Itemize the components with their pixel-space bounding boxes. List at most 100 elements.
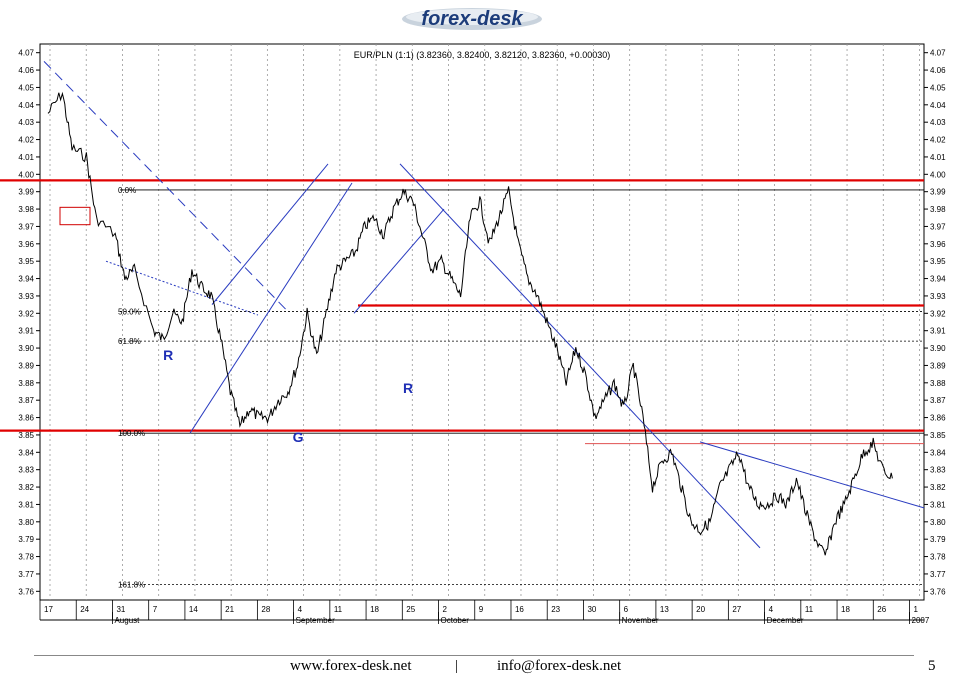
y-tick-label: 4.03 [930, 118, 946, 127]
y-tick-label: 3.79 [18, 535, 34, 544]
month-label: September [296, 616, 335, 625]
x-tick-label: 2 [443, 605, 448, 614]
y-tick-label: 3.88 [930, 379, 946, 388]
y-tick-label: 4.07 [18, 49, 34, 58]
trend-line [353, 208, 445, 314]
y-tick-label: 4.03 [18, 118, 34, 127]
y-tick-label: 3.95 [930, 257, 946, 266]
y-tick-label: 3.92 [930, 309, 946, 318]
y-tick-label: 4.02 [18, 136, 34, 145]
y-tick-label: 4.05 [930, 83, 946, 92]
y-tick-label: 3.96 [18, 240, 34, 249]
footer-website[interactable]: www.forex-desk.net [290, 658, 412, 674]
y-tick-label: 3.85 [930, 431, 946, 440]
y-tick-label: 3.97 [930, 222, 946, 231]
y-tick-label: 3.80 [18, 518, 34, 527]
x-tick-label: 18 [841, 605, 850, 614]
x-tick-label: 4 [769, 605, 774, 614]
y-tick-label: 3.91 [930, 327, 946, 336]
y-tick-label: 3.97 [18, 222, 34, 231]
x-tick-label: 1 [914, 605, 919, 614]
y-tick-label: 3.81 [930, 500, 946, 509]
y-tick-label: 3.77 [930, 570, 946, 579]
y-tick-label: 3.90 [930, 344, 946, 353]
y-tick-label: 4.04 [930, 101, 946, 110]
y-tick-label: 3.78 [18, 553, 34, 562]
y-tick-label: 3.93 [930, 292, 946, 301]
grid: 4.07 4.07 4.06 4.06 4.05 4.05 4.04 4.04 4.03 4.03… [18, 43, 946, 625]
month-label: August [114, 616, 140, 625]
x-tick-label: 26 [877, 605, 886, 614]
y-tick-label: 3.92 [18, 309, 34, 318]
y-tick-label: 3.80 [930, 518, 946, 527]
pattern-annotation: R [163, 347, 173, 363]
x-tick-label: 7 [153, 605, 158, 614]
price-series [47, 91, 893, 556]
month-label: October [441, 616, 470, 625]
y-tick-label: 3.93 [18, 292, 34, 301]
x-tick-label: 16 [515, 605, 524, 614]
y-tick-label: 3.81 [18, 500, 34, 509]
x-tick-label: 18 [370, 605, 379, 614]
x-tick-label: 31 [116, 605, 125, 614]
x-tick-label: 11 [334, 605, 343, 614]
y-tick-label: 3.78 [930, 553, 946, 562]
fibonacci-label: 161.8% [118, 580, 145, 589]
footer-email[interactable]: info@forex-desk.net [497, 658, 622, 674]
y-tick-label: 3.84 [18, 448, 34, 457]
month-label: December [767, 616, 804, 625]
y-tick-label: 3.89 [18, 361, 34, 370]
chart-labels: R R G [163, 347, 413, 445]
logo-text: forex-desk [421, 8, 523, 30]
fibonacci-label: 0.0% [118, 186, 136, 195]
y-tick-label: 3.86 [18, 414, 34, 423]
y-tick-label: 3.95 [18, 257, 34, 266]
y-tick-label: 3.87 [18, 396, 34, 405]
month-label: 2007 [912, 616, 930, 625]
x-tick-label: 28 [261, 605, 270, 614]
y-tick-label: 3.82 [930, 483, 946, 492]
y-tick-label: 3.76 [18, 587, 34, 596]
y-tick-label: 3.88 [18, 379, 34, 388]
plot-frame [39, 43, 925, 601]
y-tick-label: 3.99 [930, 188, 946, 197]
y-tick-label: 3.96 [930, 240, 946, 249]
y-tick-label: 4.06 [930, 66, 946, 75]
y-tick-label: 4.04 [18, 101, 34, 110]
y-tick-label: 3.82 [18, 483, 34, 492]
y-tick-label: 4.02 [930, 136, 946, 145]
y-tick-label: 3.98 [930, 205, 946, 214]
y-tick-label: 3.85 [18, 431, 34, 440]
price-line [47, 91, 893, 556]
footer-divider [34, 655, 914, 656]
x-tick-label: 30 [587, 605, 596, 614]
x-tick-label: 27 [732, 605, 741, 614]
y-tick-label: 3.83 [18, 466, 34, 475]
y-tick-label: 4.07 [930, 49, 946, 58]
x-tick-label: 17 [44, 605, 53, 614]
y-tick-label: 3.79 [930, 535, 946, 544]
y-tick-label: 3.87 [930, 396, 946, 405]
y-tick-label: 4.00 [930, 170, 946, 179]
x-tick-label: 25 [406, 605, 415, 614]
pattern-annotation: G [293, 429, 304, 445]
month-label: November [622, 616, 659, 625]
y-tick-label: 3.77 [18, 570, 34, 579]
x-tick-label: 11 [805, 605, 814, 614]
x-tick-label: 24 [80, 605, 89, 614]
horizontal-levels: 0.0% 50.0% 61.8% 100.0% 161.8% [0, 179, 924, 589]
y-tick-label: 4.05 [18, 83, 34, 92]
footer-separator: | [455, 658, 459, 674]
x-tick-label: 6 [624, 605, 629, 614]
x-tick-label: 13 [660, 605, 669, 614]
y-tick-label: 3.76 [930, 587, 946, 596]
y-tick-label: 3.94 [930, 275, 946, 284]
y-tick-label: 3.89 [930, 361, 946, 370]
y-tick-label: 3.83 [930, 466, 946, 475]
y-tick-label: 4.01 [18, 153, 34, 162]
y-tick-label: 4.06 [18, 66, 34, 75]
y-tick-label: 4.01 [930, 153, 946, 162]
x-tick-label: 20 [696, 605, 705, 614]
x-tick-label: 21 [225, 605, 234, 614]
pattern-annotation: R [403, 380, 413, 396]
